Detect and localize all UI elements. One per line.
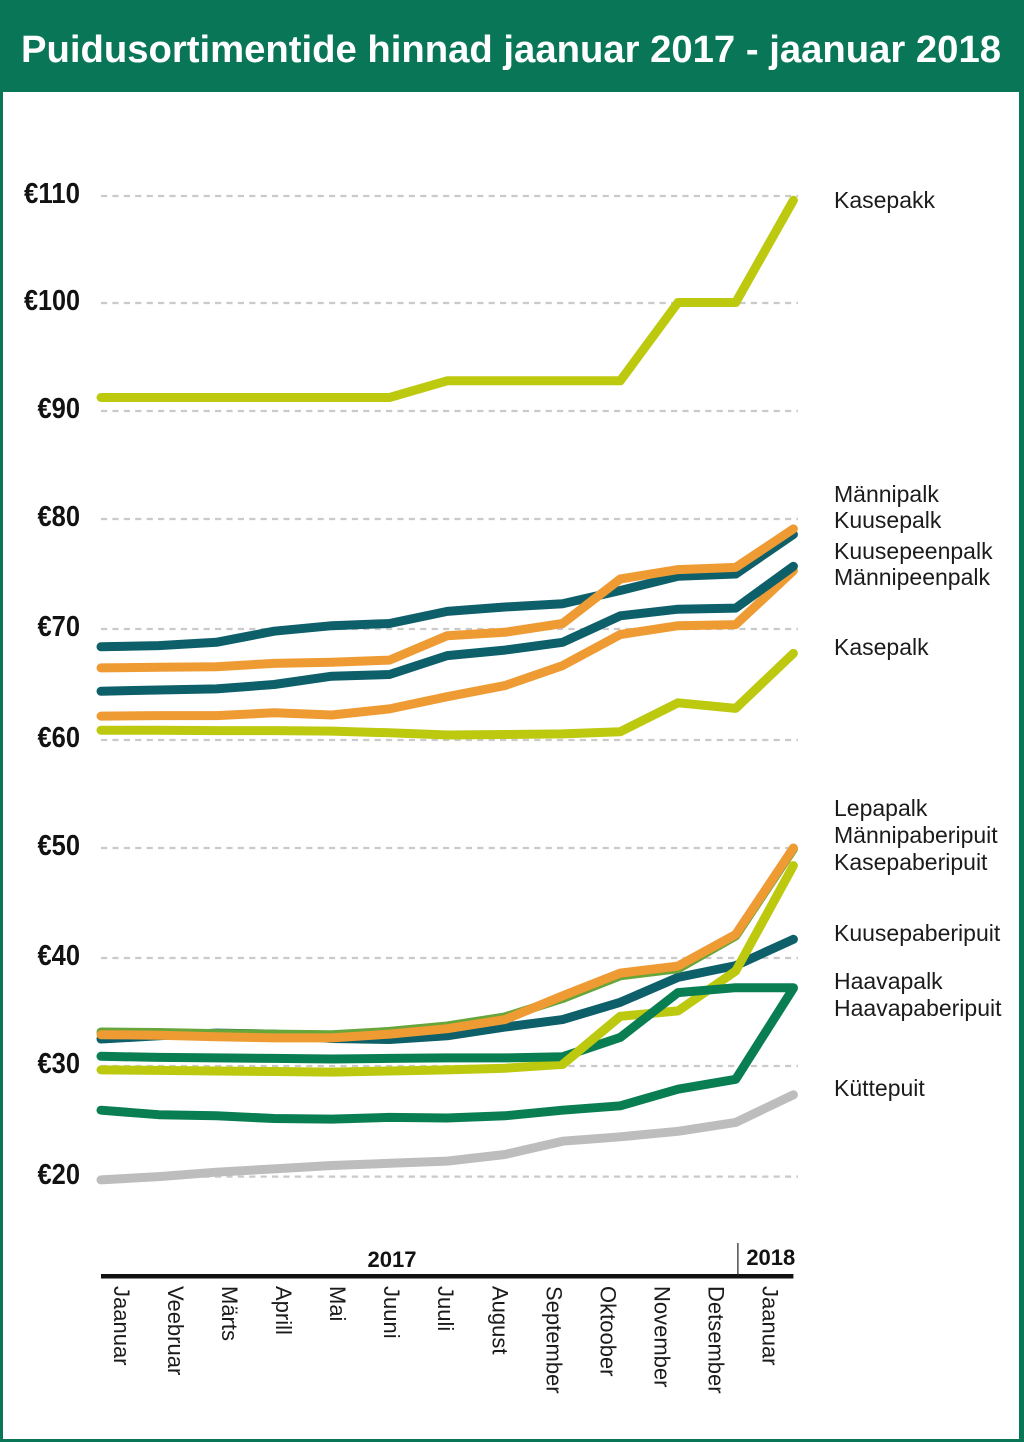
svg-text:€110: €110 <box>24 178 80 210</box>
svg-text:Männipeenpalk: Männipeenpalk <box>834 564 991 590</box>
svg-text:€30: €30 <box>38 1048 81 1080</box>
svg-text:Detsember: Detsember <box>703 1286 728 1394</box>
svg-text:Oktoober: Oktoober <box>595 1286 620 1377</box>
svg-text:Männipalk: Männipalk <box>834 481 939 507</box>
svg-text:Mai: Mai <box>325 1286 350 1321</box>
svg-text:Jaanuar: Jaanuar <box>758 1286 783 1366</box>
svg-text:Haavapaberipuit: Haavapaberipuit <box>834 995 1002 1021</box>
svg-text:Kasepaberipuit: Kasepaberipuit <box>834 849 988 875</box>
svg-text:€100: €100 <box>24 285 80 317</box>
svg-text:September: September <box>541 1286 566 1394</box>
svg-text:Kasepakk: Kasepakk <box>834 187 936 213</box>
svg-text:Kuusepalk: Kuusepalk <box>834 507 942 533</box>
svg-text:€80: €80 <box>38 501 81 533</box>
svg-text:2018: 2018 <box>746 1245 795 1270</box>
svg-text:Kasepalk: Kasepalk <box>834 634 929 660</box>
svg-text:Aprill: Aprill <box>271 1286 296 1335</box>
svg-text:Haavapalk: Haavapalk <box>834 968 943 994</box>
svg-text:Jaanuar: Jaanuar <box>109 1286 134 1366</box>
svg-text:€50: €50 <box>38 830 81 862</box>
svg-text:August: August <box>487 1286 512 1355</box>
svg-text:November: November <box>649 1286 674 1387</box>
svg-text:Puidusortimentide hinnad jaanu: Puidusortimentide hinnad jaanuar 2017 - … <box>21 29 1001 71</box>
svg-text:€70: €70 <box>38 611 81 643</box>
svg-text:Männipaberipuit: Männipaberipuit <box>834 822 998 848</box>
svg-text:€60: €60 <box>38 722 81 754</box>
svg-text:Märts: Märts <box>217 1286 242 1341</box>
svg-text:Kuusepaberipuit: Kuusepaberipuit <box>834 920 1001 946</box>
svg-text:Lepapalk: Lepapalk <box>834 795 928 821</box>
svg-text:€20: €20 <box>38 1159 81 1191</box>
svg-text:Küttepuit: Küttepuit <box>834 1075 925 1101</box>
svg-text:€40: €40 <box>38 940 81 972</box>
svg-text:Kuusepeenpalk: Kuusepeenpalk <box>834 538 993 564</box>
svg-text:Juuni: Juuni <box>379 1286 404 1339</box>
svg-text:Veebruar: Veebruar <box>163 1286 188 1375</box>
svg-text:Juuli: Juuli <box>433 1286 458 1331</box>
svg-text:2017: 2017 <box>368 1247 417 1272</box>
svg-text:€90: €90 <box>38 393 81 425</box>
